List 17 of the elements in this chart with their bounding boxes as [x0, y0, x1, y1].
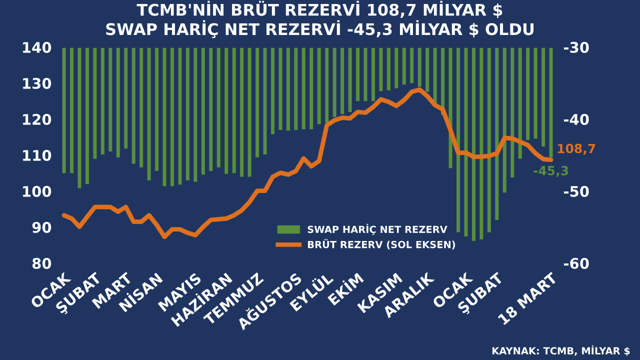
legend-label: BRÜT REZERV (SOL EKSEN)	[308, 239, 455, 250]
y2-tick-label: -60	[564, 258, 589, 269]
chart-title: TCMB'NİN BRÜT REZERVİ 108,7 MİLYAR $ SWAP HARİÇ NET REZERVİ -45,3 MİLYAR $ OLDU	[106, 0, 534, 38]
y-tick-label: 100	[23, 186, 52, 197]
y2-tick-label: -40	[564, 114, 589, 125]
y-tick-label: 80	[32, 258, 52, 269]
y-tick-label: 130	[23, 78, 52, 89]
y-tick-label: 90	[32, 222, 52, 233]
y2-tick-label: -50	[564, 186, 589, 197]
y2-tick-label: -30	[564, 42, 589, 53]
y-tick-label: 140	[23, 42, 52, 53]
legend-label: SWAP HARİÇ NET REZERV	[308, 224, 448, 235]
y-tick-label: 120	[23, 114, 52, 125]
data-label: -45,3	[534, 166, 568, 177]
data-label: 108,7	[558, 144, 596, 155]
text: KAYNAK: TCMB, MİLYAR $	[492, 345, 630, 356]
y-tick-label: 110	[23, 150, 52, 161]
